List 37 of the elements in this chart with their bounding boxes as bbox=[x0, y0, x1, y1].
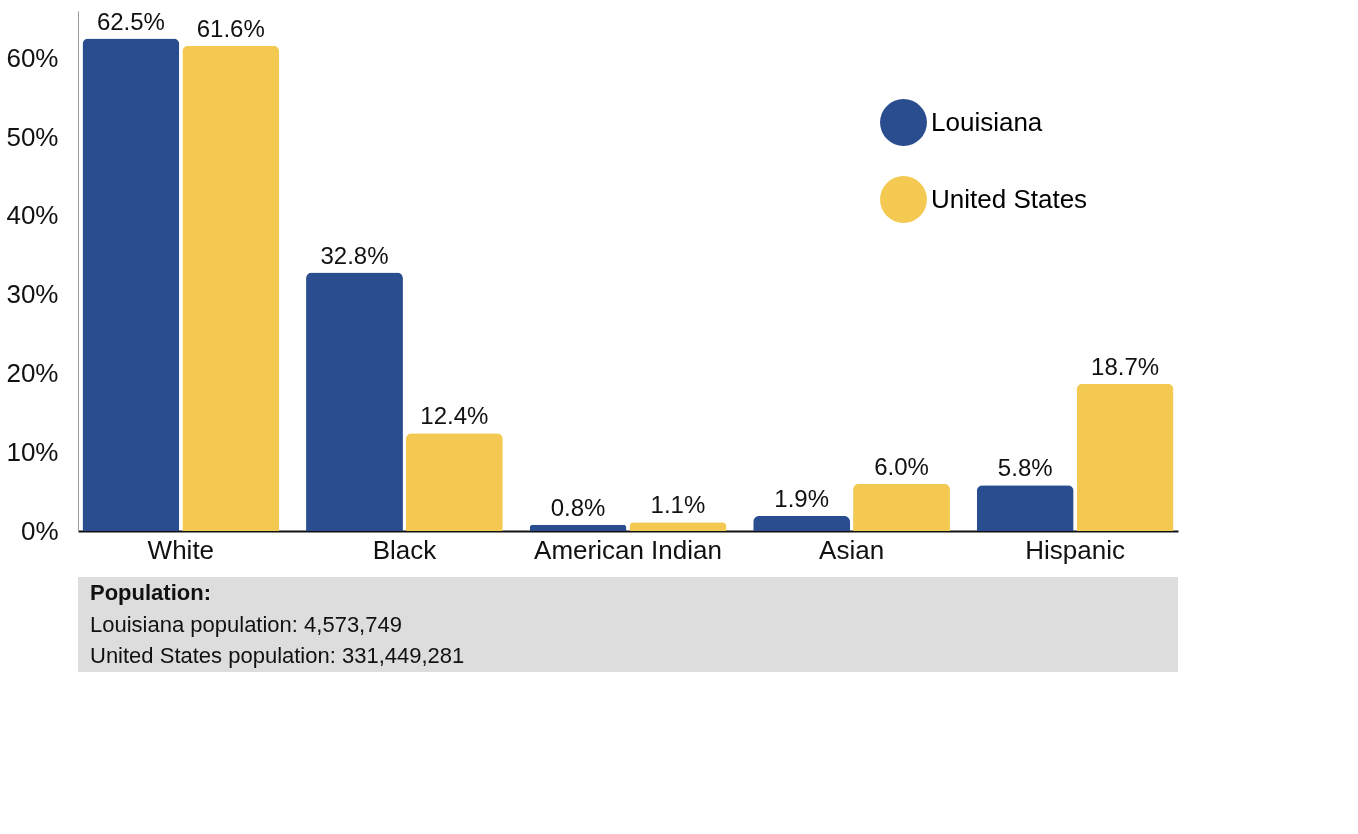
data-label: 61.6% bbox=[196, 14, 265, 42]
y-tick-label: 50% bbox=[6, 121, 59, 152]
bar bbox=[82, 38, 180, 531]
data-label: 0.8% bbox=[550, 493, 606, 521]
data-label: 32.8% bbox=[320, 241, 389, 269]
data-label: 1.1% bbox=[650, 491, 706, 519]
y-tick-label: 10% bbox=[6, 436, 59, 467]
text: Population: bbox=[90, 579, 211, 605]
y-tick-label: 40% bbox=[6, 200, 59, 231]
x-tick-label: Hispanic bbox=[1025, 534, 1126, 565]
data-label: 5.8% bbox=[997, 454, 1053, 482]
data-label: 62.5% bbox=[96, 7, 165, 35]
bar bbox=[629, 522, 727, 531]
legend-label: Louisiana bbox=[931, 106, 1043, 137]
x-tick-label: American Indian bbox=[534, 534, 722, 565]
bar bbox=[976, 485, 1074, 531]
text: United States population: 331,449,281 bbox=[90, 643, 465, 669]
data-label: 12.4% bbox=[420, 402, 489, 430]
bar bbox=[306, 272, 403, 531]
text: Louisiana population: 4,573,749 bbox=[90, 611, 402, 637]
y-tick-label: 0% bbox=[20, 515, 59, 546]
data-label: 1.9% bbox=[774, 485, 829, 513]
y-tick-label: 20% bbox=[6, 357, 59, 388]
legend-label: United States bbox=[931, 183, 1088, 214]
bar bbox=[182, 45, 280, 531]
y-tick-label: 30% bbox=[6, 279, 59, 310]
y-tick-label: 60% bbox=[6, 42, 59, 73]
bar bbox=[753, 516, 851, 531]
data-label: 18.7% bbox=[1091, 352, 1160, 380]
x-tick-label: Black bbox=[372, 534, 438, 565]
x-tick-label: White bbox=[147, 534, 215, 565]
bar bbox=[853, 483, 950, 531]
bar bbox=[405, 433, 503, 531]
bar bbox=[529, 524, 627, 531]
data-label: 6.0% bbox=[874, 452, 929, 480]
x-tick-label: Asian bbox=[819, 534, 885, 565]
bar bbox=[1076, 383, 1174, 531]
